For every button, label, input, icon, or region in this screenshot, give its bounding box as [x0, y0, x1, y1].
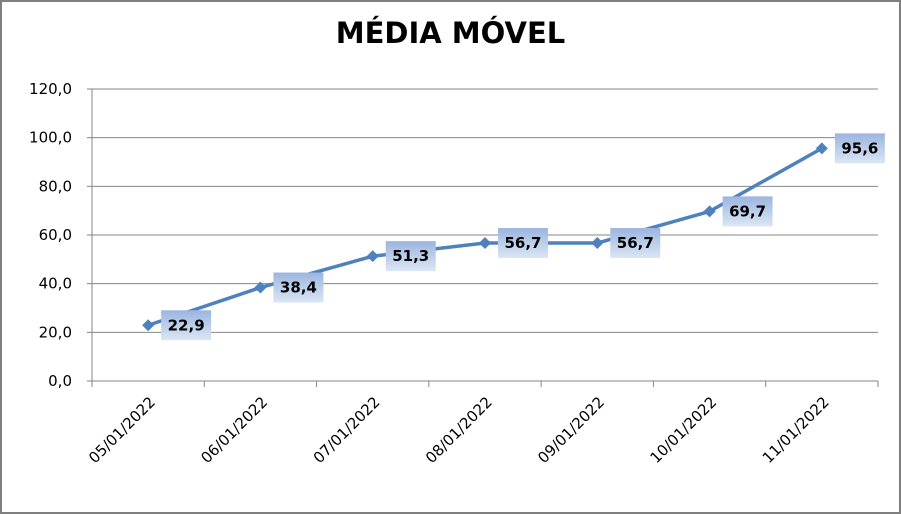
- x-tick-label: 09/01/2022: [534, 393, 608, 467]
- y-tick-label: 20,0: [39, 323, 72, 341]
- data-point-marker: [366, 250, 379, 263]
- y-tick-label: 40,0: [39, 275, 72, 293]
- data-point-marker: [815, 142, 828, 155]
- gridlines: [92, 88, 878, 382]
- data-label-box: [161, 310, 212, 341]
- x-tick-label: 07/01/2022: [310, 393, 384, 467]
- x-tick-label: 06/01/2022: [197, 393, 271, 467]
- data-point-marker: [142, 319, 155, 332]
- data-label: 95,6: [841, 139, 878, 157]
- x-tick-label: 10/01/2022: [647, 393, 721, 467]
- data-label-box: [498, 228, 548, 259]
- data-labels: 22,9 38,4 51,3 56,7 56,7 69,7 95,6: [161, 133, 885, 341]
- data-label: 51,3: [392, 247, 429, 265]
- y-tick-label: 0,0: [48, 372, 72, 390]
- data-label: 69,7: [729, 202, 766, 220]
- x-tick-label: 11/01/2022: [759, 393, 833, 467]
- y-tick-label: 80,0: [39, 177, 72, 195]
- data-label-box: [273, 272, 324, 303]
- data-label: 56,7: [504, 234, 541, 252]
- data-label-box: [385, 241, 436, 272]
- data-label-box: [722, 196, 773, 227]
- data-label-box: [834, 133, 885, 164]
- data-point-marker: [254, 281, 267, 294]
- data-series: [142, 142, 828, 332]
- data-point-marker: [591, 237, 604, 250]
- x-tick-label: 08/01/2022: [422, 393, 496, 467]
- x-tick-label: 05/01/2022: [85, 393, 159, 467]
- data-label-box: [610, 228, 661, 259]
- y-tick-label: 120,0: [29, 80, 72, 98]
- chart-title: MÉDIA MÓVEL: [335, 16, 566, 50]
- y-axis: 0,0 20,0 40,0 60,0 80,0 100,0 120,0: [29, 80, 93, 390]
- y-tick-label: 60,0: [39, 226, 72, 244]
- y-tick-label: 100,0: [29, 129, 72, 147]
- x-axis: 05/01/2022 06/01/2022 07/01/2022 08/01/2022…: [85, 381, 879, 467]
- data-label: 38,4: [280, 279, 317, 297]
- data-label: 56,7: [617, 234, 654, 252]
- data-point-marker: [479, 237, 491, 250]
- data-point-marker: [703, 205, 716, 218]
- data-label: 22,9: [168, 316, 205, 334]
